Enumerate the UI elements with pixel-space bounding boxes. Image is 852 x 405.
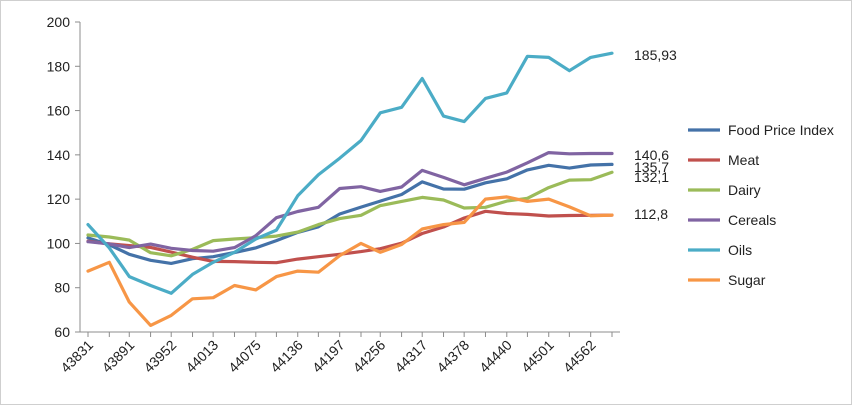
series-line-oils xyxy=(86,51,614,295)
series-line-cereals xyxy=(86,151,614,253)
y-tick-label: 60 xyxy=(54,324,70,340)
legend-label-oils: Oils xyxy=(728,242,752,258)
series-line-dairy xyxy=(86,170,614,258)
y-axis: 60 80 100 120 140 160 180 200 xyxy=(47,14,81,340)
y-tick-label: 180 xyxy=(47,58,71,74)
series-line-sugar xyxy=(86,195,614,327)
series-line-food-price-index xyxy=(86,162,614,265)
y-tick-label: 160 xyxy=(47,103,71,119)
end-value-label: 135,7 xyxy=(634,159,669,175)
y-tick-label: 120 xyxy=(47,191,71,207)
end-value-label: 185,93 xyxy=(634,47,677,63)
legend-label-sugar: Sugar xyxy=(728,272,766,288)
series-layer xyxy=(86,51,614,327)
end-value-label: 132,1 xyxy=(634,169,669,185)
y-tick-label: 100 xyxy=(47,235,71,251)
y-tick-label: 200 xyxy=(47,14,71,30)
y-tick-label: 80 xyxy=(54,280,70,296)
legend-label-dairy: Dairy xyxy=(728,182,761,198)
legend-label-cereals: Cereals xyxy=(728,212,776,228)
legend: Food Price Index Meat Dairy Cereals Oils Suga… xyxy=(688,122,834,288)
end-value-label: 140,6 xyxy=(634,147,669,163)
legend-label-food-price-index: Food Price Index xyxy=(728,122,834,138)
y-tick-label: 140 xyxy=(47,147,71,163)
end-value-label: 112,8 xyxy=(634,206,668,222)
legend-label-meat: Meat xyxy=(728,152,759,168)
series-line-meat xyxy=(86,209,614,265)
